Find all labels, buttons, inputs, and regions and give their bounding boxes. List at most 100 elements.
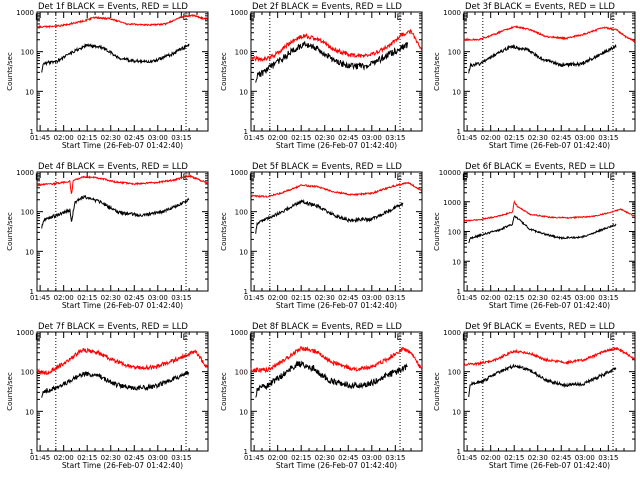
x-axis-label: Start Time (26-Feb-07 01:42:40): [62, 461, 183, 470]
x-tick-label: 02:30: [101, 294, 121, 302]
x-tick-label: 03:15: [171, 454, 191, 462]
e-marker-label: E: [35, 13, 41, 23]
panel-det-9f: Det 9f BLACK = Events, RED = LLD 1 10 100 10…: [433, 322, 636, 470]
y-tick-label: 100: [21, 369, 34, 377]
e-marker-label: E: [249, 13, 255, 23]
series-lld-line: [36, 347, 209, 376]
x-tick-label: 02:30: [101, 454, 121, 462]
e-marker-label: E: [396, 333, 402, 343]
panel-det-8f: Det 8f BLACK = Events, RED = LLD 1 10 100 10…: [220, 322, 423, 470]
x-axis-label: Start Time (26-Feb-07 01:42:40): [489, 141, 610, 150]
panel-det-4f: Det 4f BLACK = Events, RED = LLD 1 10 100 10…: [6, 162, 209, 310]
plot-frame: [250, 171, 423, 292]
x-tick-label: 03:00: [148, 454, 168, 462]
e-marker-label: E: [609, 13, 615, 23]
x-tick-label: 02:30: [315, 454, 335, 462]
y-tick-label: 1: [30, 448, 34, 456]
x-tick-label: 03:15: [171, 294, 191, 302]
x-axis-label: Start Time (26-Feb-07 01:42:40): [276, 461, 397, 470]
x-tick-label: 03:15: [385, 454, 405, 462]
x-tick-label: 02:45: [338, 294, 358, 302]
panel-title: Det 3f BLACK = Events, RED = LLD: [465, 2, 615, 12]
plot-frame: [36, 171, 209, 292]
x-tick-label: 03:00: [362, 454, 382, 462]
x-tick-label: 03:00: [575, 134, 595, 142]
e-marker-label: E: [462, 173, 468, 183]
x-axis-label: Start Time (26-Feb-07 01:42:40): [62, 301, 183, 310]
y-tick-label: 1: [244, 128, 248, 136]
x-tick-label: 02:00: [268, 294, 288, 302]
x-axis-label: Start Time (26-Feb-07 01:42:40): [489, 461, 610, 470]
e-marker-label: E: [396, 173, 402, 183]
series-lld-line: [463, 200, 636, 223]
x-tick-label: 03:00: [575, 294, 595, 302]
x-tick-label: 01:45: [457, 294, 477, 302]
x-tick-label: 02:30: [528, 134, 548, 142]
x-tick-label: 02:45: [551, 134, 571, 142]
x-tick-label: 03:15: [385, 294, 405, 302]
x-tick-label: 02:00: [481, 294, 501, 302]
x-tick-label: 03:15: [598, 294, 618, 302]
y-tick-label: 1000: [16, 329, 34, 337]
x-tick-label: 02:30: [315, 294, 335, 302]
series-events-line: [41, 43, 190, 73]
x-tick-label: 01:45: [457, 134, 477, 142]
x-tick-label: 02:45: [124, 294, 144, 302]
e-marker-label: E: [249, 333, 255, 343]
y-axis-label: Counts/sec: [220, 52, 228, 91]
series-lld-line: [36, 14, 209, 29]
plot-frame: [463, 171, 636, 292]
y-tick-label: 1: [30, 288, 34, 296]
x-tick-label: 02:30: [528, 294, 548, 302]
series-lld-line: [463, 346, 636, 367]
x-tick-label: 01:45: [30, 134, 50, 142]
x-tick-label: 02:00: [481, 454, 501, 462]
x-tick-label: 02:00: [54, 294, 74, 302]
x-tick-label: 02:15: [291, 134, 311, 142]
panel-det-2f: Det 2f BLACK = Events, RED = LLD 1 10 100 10…: [220, 2, 423, 150]
y-axis-label: Counts/sec: [433, 212, 441, 251]
y-tick-label: 1000: [443, 329, 461, 337]
series-lld-line: [250, 345, 423, 374]
y-tick-label: 1000: [230, 329, 248, 337]
x-tick-label: 02:45: [338, 134, 358, 142]
x-tick-label: 02:45: [551, 454, 571, 462]
x-tick-label: 02:00: [54, 454, 74, 462]
x-tick-label: 03:00: [575, 454, 595, 462]
y-tick-label: 1000: [230, 169, 248, 177]
x-tick-label: 02:15: [504, 294, 524, 302]
e-marker-label: E: [182, 333, 188, 343]
e-marker-label: E: [609, 333, 615, 343]
e-marker-label: E: [35, 173, 41, 183]
x-tick-label: 01:45: [457, 454, 477, 462]
x-tick-label: 03:15: [171, 134, 191, 142]
y-tick-label: 1: [457, 288, 461, 296]
x-axis-label: Start Time (26-Feb-07 01:42:40): [62, 141, 183, 150]
y-tick-label: 10: [452, 88, 461, 96]
y-tick-label: 1: [244, 288, 248, 296]
panel-det-7f: Det 7f BLACK = Events, RED = LLD 1 10 100 10…: [6, 322, 209, 470]
y-tick-label: 1: [457, 448, 461, 456]
y-tick-label: 100: [21, 209, 34, 217]
x-axis-label: Start Time (26-Feb-07 01:42:40): [489, 301, 610, 310]
x-tick-label: 02:15: [77, 294, 97, 302]
y-tick-label: 1000: [16, 169, 34, 177]
x-tick-label: 02:30: [528, 454, 548, 462]
x-tick-label: 02:15: [504, 134, 524, 142]
panel-title: Det 2f BLACK = Events, RED = LLD: [252, 2, 402, 12]
y-axis-label: Counts/sec: [433, 372, 441, 411]
e-marker-label: E: [182, 13, 188, 23]
x-tick-label: 02:45: [338, 454, 358, 462]
y-tick-label: 1000: [230, 9, 248, 17]
plot-frame: [36, 11, 209, 132]
x-tick-label: 01:45: [30, 454, 50, 462]
panel-title: Det 7f BLACK = Events, RED = LLD: [38, 322, 188, 332]
y-tick-label: 10: [25, 248, 34, 256]
y-tick-label: 10: [25, 408, 34, 416]
panel-title: Det 6f BLACK = Events, RED = LLD: [465, 162, 615, 172]
y-axis-label: Counts/sec: [220, 212, 228, 251]
y-axis-label: Counts/sec: [220, 372, 228, 411]
x-tick-label: 03:00: [148, 134, 168, 142]
plot-frame: [250, 331, 423, 452]
y-tick-label: 100: [235, 369, 248, 377]
